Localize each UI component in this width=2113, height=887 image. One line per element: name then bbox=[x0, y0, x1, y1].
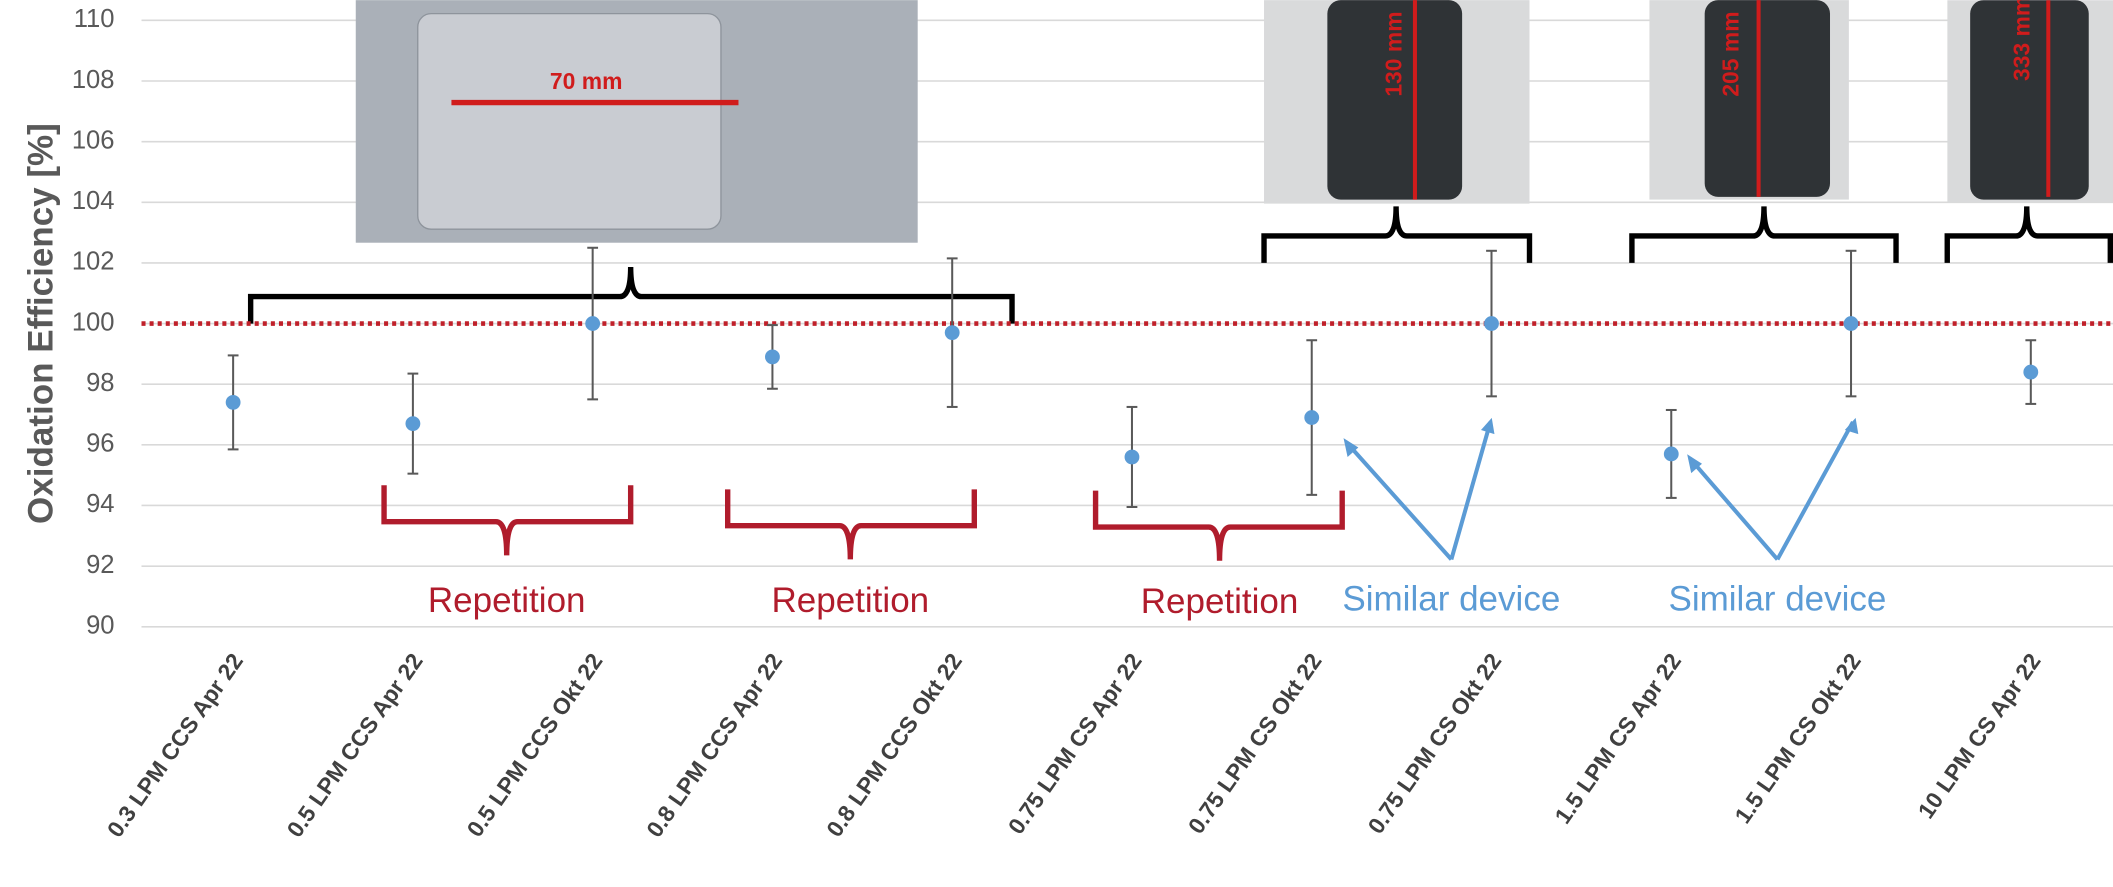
x-tick-label: 0.5 LPM CCS Okt 22 bbox=[461, 648, 607, 841]
point bbox=[1304, 410, 1319, 425]
photo-label: 333 mm bbox=[2008, 0, 2034, 81]
photo-device-205: 205 mm bbox=[1649, 0, 1848, 199]
annotation: Repetition bbox=[1141, 582, 1299, 621]
annotation: Repetition bbox=[771, 581, 929, 620]
y-tick-label: 104 bbox=[72, 187, 115, 215]
point bbox=[1484, 316, 1499, 331]
x-tick-label: 0.8 LPM CCS Okt 22 bbox=[821, 648, 967, 841]
y-tick-label: 100 bbox=[72, 308, 115, 336]
repetition-brackets bbox=[384, 485, 1342, 560]
annotation: Repetition bbox=[428, 581, 586, 620]
photo-label: 205 mm bbox=[1717, 11, 1743, 96]
x-tick-label: 0.5 LPM CCS Apr 22 bbox=[281, 648, 427, 841]
y-tick-label: 96 bbox=[86, 430, 114, 458]
point bbox=[585, 316, 600, 331]
annotation: Similar device bbox=[1342, 579, 1560, 618]
x-tick-label: 0.75 LPM CS Apr 22 bbox=[1003, 648, 1147, 838]
x-tick-label: 1.5 LPM CS Apr 22 bbox=[1549, 648, 1686, 828]
x-tick-label: 0.75 LPM CS Okt 22 bbox=[1183, 648, 1327, 838]
photo-small-device: 70 mm bbox=[356, 0, 918, 243]
photo-label: 70 mm bbox=[550, 68, 623, 94]
chart: 70 mm 130 mm 205 mm 333 mm Repetition Re… bbox=[0, 0, 2113, 887]
point bbox=[226, 395, 241, 410]
x-tick-label: 0.8 LPM CCS Apr 22 bbox=[641, 648, 787, 841]
y-tick-label: 110 bbox=[74, 5, 115, 33]
x-tick-label: 0.3 LPM CCS Apr 22 bbox=[102, 648, 248, 841]
y-tick-label: 94 bbox=[86, 490, 114, 518]
photo-label: 130 mm bbox=[1380, 11, 1406, 96]
y-tick-label: 90 bbox=[86, 612, 114, 640]
y-tick-label: 108 bbox=[72, 66, 115, 94]
y-tick-label: 92 bbox=[86, 551, 114, 579]
point bbox=[765, 350, 780, 365]
annotation: Similar device bbox=[1668, 579, 1886, 618]
x-tick-label: 0.75 LPM CS Okt 22 bbox=[1362, 648, 1506, 838]
y-axis-label: Oxidation Efficiency [%] bbox=[21, 123, 60, 524]
photo-device-130: 130 mm bbox=[1264, 0, 1529, 203]
point bbox=[2023, 365, 2038, 380]
y-tick-label: 98 bbox=[86, 369, 114, 397]
x-tick-label: 10 LPM CS Apr 22 bbox=[1912, 648, 2045, 823]
y-tick-label: 102 bbox=[72, 248, 115, 276]
photo-device-333: 333 mm bbox=[1947, 0, 2113, 202]
arrows bbox=[1344, 418, 1859, 559]
point bbox=[405, 416, 420, 431]
x-tick-label: 1.5 LPM CS Okt 22 bbox=[1729, 648, 1866, 828]
point bbox=[1844, 316, 1859, 331]
point bbox=[945, 325, 960, 340]
y-tick-label: 106 bbox=[72, 126, 115, 154]
point bbox=[1664, 447, 1679, 462]
point bbox=[1125, 450, 1140, 465]
